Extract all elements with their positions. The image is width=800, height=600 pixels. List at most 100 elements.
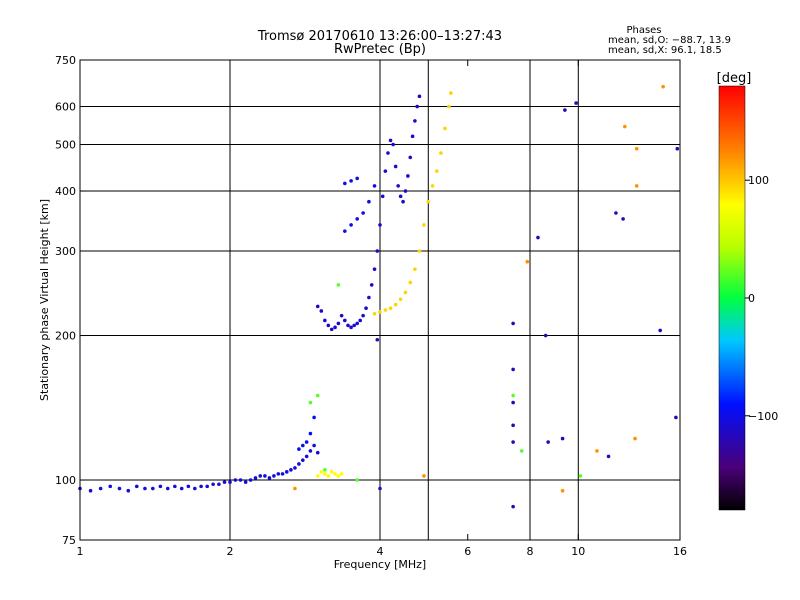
point-1-4: [301, 443, 305, 448]
point-0-17: [211, 482, 215, 487]
point-2-14: [361, 313, 365, 318]
point-6-4: [511, 504, 515, 509]
point-6-9: [563, 108, 567, 112]
point-0-4: [117, 486, 122, 491]
point-0-6: [134, 484, 139, 489]
point-8-5: [519, 449, 524, 453]
y-tick-label-3: 300: [55, 245, 76, 258]
point-0-9: [158, 484, 163, 489]
point-4-7: [408, 280, 413, 285]
point-4-10: [422, 223, 426, 227]
point-2-32: [408, 155, 413, 160]
point-0-34: [293, 466, 297, 470]
y-tick-label-2: 200: [55, 330, 76, 343]
point-7-1: [595, 449, 599, 453]
x-axis-label: Frequency [MHz]: [334, 558, 426, 571]
point-0-22: [238, 478, 243, 482]
y-tick-label-4: 400: [55, 185, 76, 198]
x-tick-label-2: 4: [377, 545, 384, 558]
point-6-3: [511, 440, 515, 444]
point-6-11: [606, 454, 611, 459]
point-0-39: [312, 443, 316, 448]
point-6-16: [543, 333, 548, 338]
point-6-6: [536, 235, 540, 240]
series-0: [78, 443, 320, 493]
point-2-8: [343, 318, 347, 323]
phases-x-stats: mean, sd,X: 96.1, 18.5: [608, 45, 722, 56]
y-tick-label-6: 600: [55, 101, 76, 114]
point-8-6: [323, 468, 327, 472]
point-2-23: [386, 151, 390, 155]
point-6-18: [378, 486, 382, 491]
axis-ticks: [79, 59, 681, 541]
point-8-4: [511, 393, 515, 398]
y-tick-labels: 75 100 200 300 400 500 600 750: [55, 54, 76, 547]
point-2-21: [380, 194, 385, 199]
point-3-6: [343, 181, 347, 186]
point-3-8: [355, 176, 359, 181]
point-0-36: [301, 458, 305, 462]
point-6-17: [614, 211, 618, 215]
point-2-12: [355, 321, 359, 326]
point-0-29: [272, 474, 276, 478]
point-2-17: [369, 283, 374, 287]
point-0-1: [88, 488, 93, 493]
point-2-26: [393, 164, 398, 169]
x-tick-labels: 1 2 4 6 8 10 16: [77, 545, 688, 558]
point-2-1: [319, 309, 324, 313]
point-7-5: [633, 436, 637, 441]
point-6-0: [511, 367, 515, 372]
point-6-19: [375, 337, 380, 342]
x-tick-label-6: 16: [673, 545, 687, 558]
y-axis-label: Stationary phase Virtual Height [km]: [38, 199, 51, 401]
point-2-31: [406, 174, 410, 178]
point-0-26: [258, 474, 263, 478]
point-4-6: [403, 290, 408, 295]
grid-lines: [80, 60, 680, 540]
point-2-13: [358, 318, 362, 323]
point-4-4: [393, 302, 398, 307]
point-2-19: [375, 249, 380, 253]
point-0-32: [284, 470, 289, 474]
point-5-0: [315, 474, 320, 478]
point-0-8: [151, 486, 155, 491]
point-7-6: [661, 84, 665, 89]
point-4-12: [430, 184, 435, 188]
x-tick-label-3: 6: [464, 545, 471, 558]
point-7-0: [525, 259, 530, 264]
point-2-10: [349, 325, 353, 330]
point-0-12: [179, 486, 184, 491]
point-2-9: [346, 323, 350, 328]
point-8-3: [355, 478, 359, 482]
point-6-13: [658, 328, 662, 333]
phases-title: Phases: [626, 25, 661, 36]
point-5-3: [326, 474, 331, 478]
point-0-23: [243, 480, 248, 484]
point-2-20: [378, 223, 382, 227]
point-4-15: [443, 126, 447, 131]
point-1-3: [297, 447, 301, 451]
point-0-30: [276, 472, 281, 476]
point-3-1: [349, 223, 353, 227]
point-2-30: [403, 189, 408, 193]
point-2-27: [396, 184, 400, 188]
data-points: [78, 84, 680, 509]
point-2-0: [315, 304, 320, 309]
point-4-11: [426, 199, 431, 204]
y-tick-label-7: 750: [55, 54, 76, 67]
point-0-21: [233, 478, 238, 482]
y-tick-label-1: 100: [55, 474, 76, 487]
point-6-10: [574, 101, 578, 105]
point-3-0: [343, 229, 347, 233]
point-8-2: [336, 283, 341, 287]
point-0-14: [193, 486, 197, 491]
point-4-3: [388, 306, 393, 311]
point-0-20: [228, 480, 232, 484]
series-8: [308, 283, 583, 482]
point-6-15: [675, 146, 680, 151]
colorbar-label: [deg]: [717, 71, 752, 86]
point-4-9: [417, 249, 422, 253]
point-0-25: [253, 476, 258, 480]
point-1-0: [304, 440, 309, 444]
series-4: [372, 91, 453, 316]
